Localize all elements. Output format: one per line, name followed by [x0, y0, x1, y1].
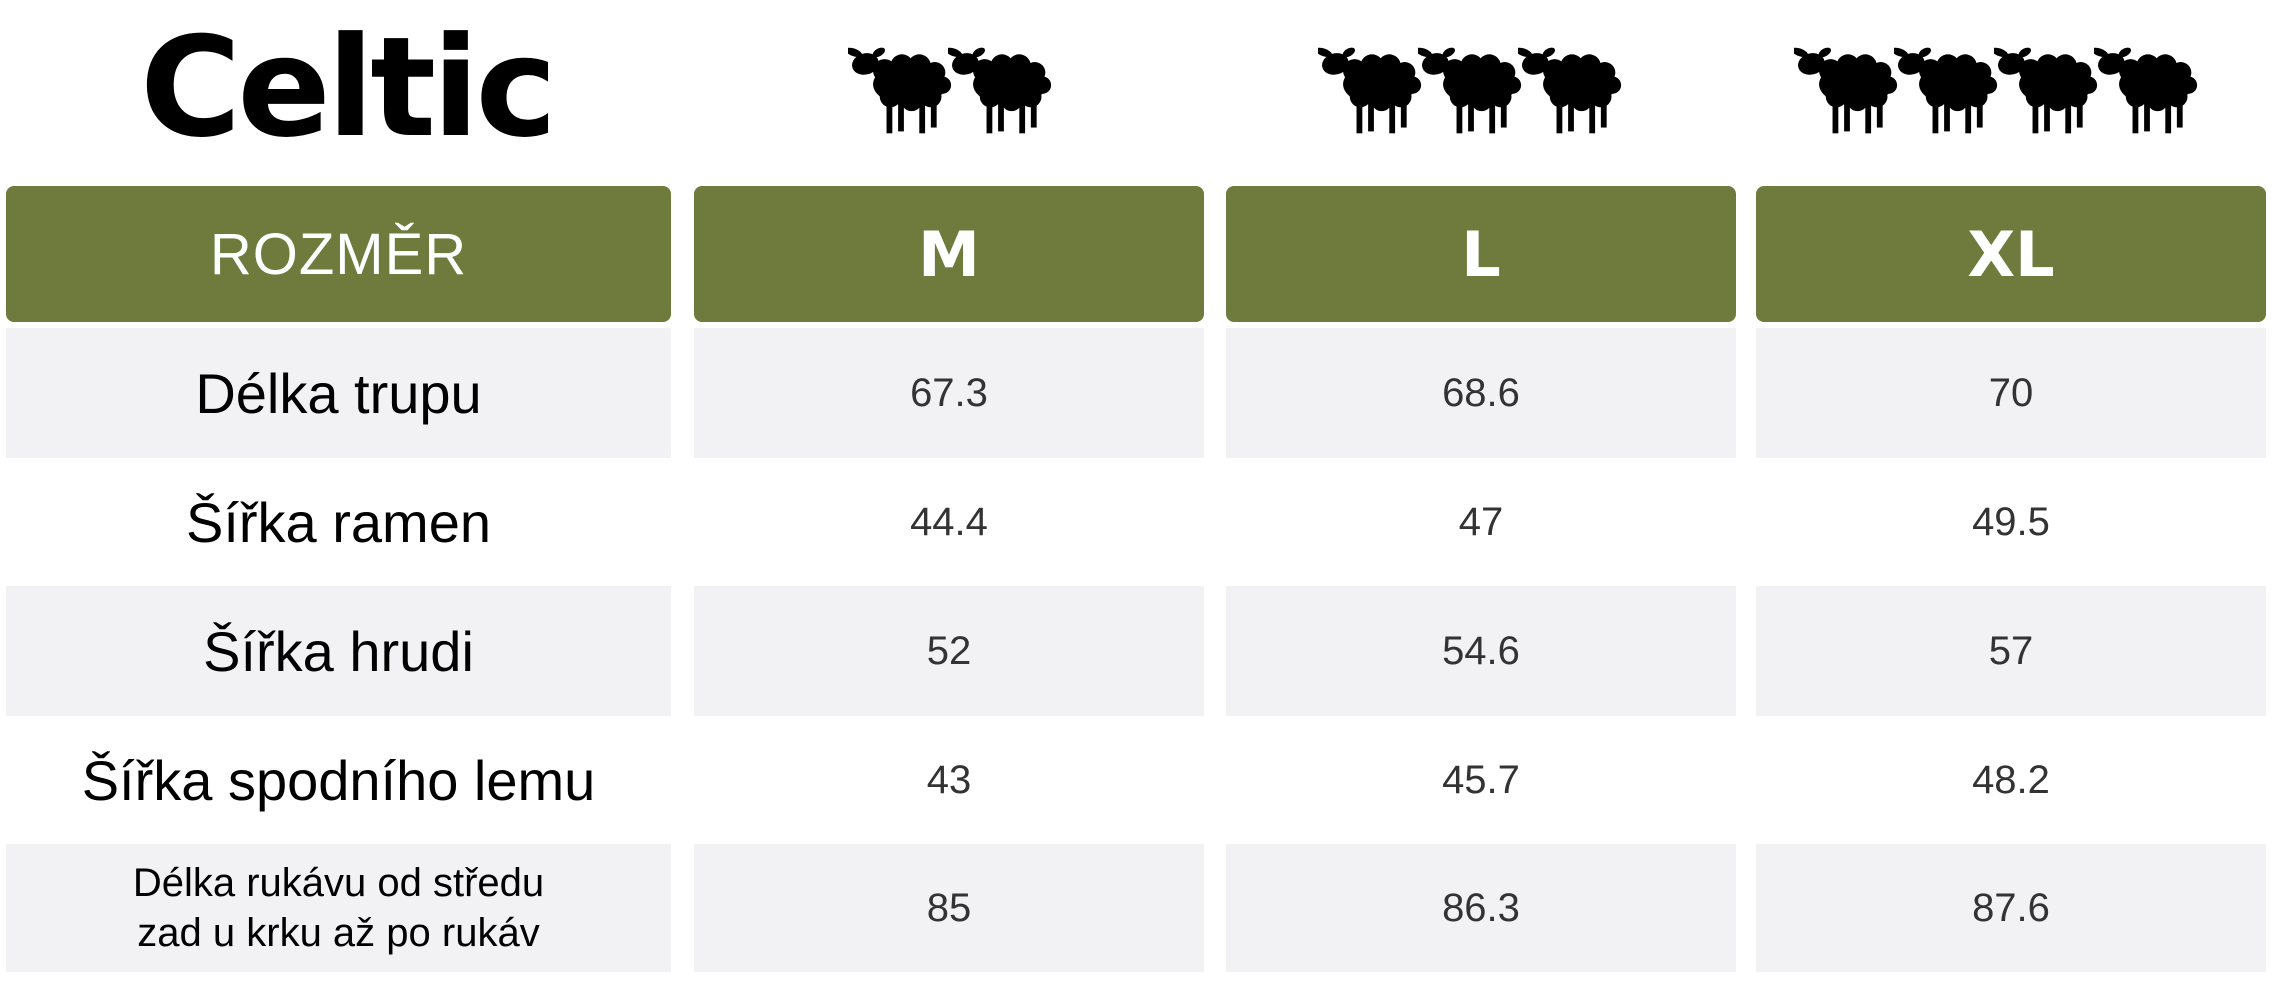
- value-m: 43: [926, 757, 972, 802]
- sheep-icon: [1418, 47, 1522, 134]
- row-label-cell: Délka rukávu od středu zad u krku až po …: [6, 844, 671, 972]
- value-l: 68.6: [1442, 370, 1520, 415]
- row-label-cell: Šířka ramen: [6, 458, 671, 586]
- header-size-xl-cell: XL: [1756, 186, 2266, 322]
- row-label: Šířka ramen: [186, 490, 491, 554]
- value-xl: 57: [1988, 628, 2034, 673]
- value-m: 52: [926, 628, 972, 673]
- value-cell: 49.5: [1756, 458, 2266, 586]
- value-xl: 49.5: [1972, 499, 2050, 544]
- value-l: 45.7: [1442, 757, 1520, 802]
- value-l: 47: [1458, 499, 1504, 544]
- header-label: ROZMĚR: [209, 221, 468, 287]
- header-size-m-cell: M: [694, 186, 1204, 322]
- row-label-cell: Délka trupu: [6, 328, 671, 458]
- value-cell: 44.4: [694, 458, 1204, 586]
- brand-logo: Celtic: [140, 7, 557, 168]
- value-xl: 87.6: [1972, 885, 2050, 930]
- sheep-icon: [2094, 47, 2198, 134]
- sheep-group-l: [1318, 30, 1622, 140]
- sheep-group-xl: [1794, 30, 2198, 140]
- value-xl: 48.2: [1972, 757, 2050, 802]
- row-label-line-2: zad u krku až po rukáv: [137, 911, 540, 955]
- sheep-icon: [1894, 47, 1998, 134]
- value-cell: 87.6: [1756, 844, 2266, 972]
- value-xl: 70: [1988, 370, 2034, 415]
- value-l: 54.6: [1442, 628, 1520, 673]
- header-size-l: L: [1461, 217, 1501, 291]
- value-cell: 52: [694, 586, 1204, 716]
- sheep-group-m: [848, 30, 1052, 140]
- sheep-icon: [1518, 47, 1622, 134]
- value-cell: 45.7: [1226, 716, 1736, 844]
- row-label: Šířka hrudi: [203, 619, 474, 683]
- value-cell: 48.2: [1756, 716, 2266, 844]
- row-label: Šířka spodního lemu: [81, 748, 596, 812]
- header-label-cell: ROZMĚR: [6, 186, 671, 322]
- value-cell: 57: [1756, 586, 2266, 716]
- value-cell: 68.6: [1226, 328, 1736, 458]
- sheep-icon: [1994, 47, 2098, 134]
- value-cell: 43: [694, 716, 1204, 844]
- value-m: 67.3: [910, 370, 988, 415]
- sheep-icon: [1318, 47, 1422, 134]
- sheep-icon: [848, 47, 952, 134]
- value-cell: 67.3: [694, 328, 1204, 458]
- row-label-line-1: Délka rukávu od středu: [132, 861, 545, 905]
- row-label-cell: Šířka hrudi: [6, 586, 671, 716]
- row-label-cell: Šířka spodního lemu: [6, 716, 671, 844]
- header-size-xl: XL: [1967, 217, 2055, 291]
- sheep-icon: [1794, 47, 1898, 134]
- value-cell: 86.3: [1226, 844, 1736, 972]
- sheep-icon: [948, 47, 1052, 134]
- value-l: 86.3: [1442, 885, 1520, 930]
- row-label: Délka trupu: [195, 361, 482, 425]
- value-m: 44.4: [910, 499, 988, 544]
- value-m: 85: [926, 885, 972, 930]
- header-size-l-cell: L: [1226, 186, 1736, 322]
- value-cell: 85: [694, 844, 1204, 972]
- value-cell: 47: [1226, 458, 1736, 586]
- header-size-m: M: [918, 217, 980, 291]
- value-cell: 70: [1756, 328, 2266, 458]
- value-cell: 54.6: [1226, 586, 1736, 716]
